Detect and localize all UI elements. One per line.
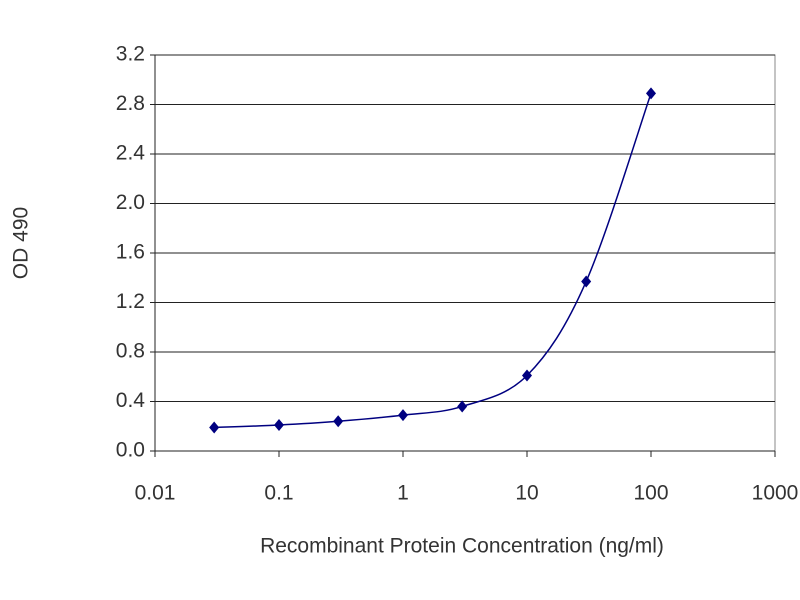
- data-point: [646, 87, 656, 100]
- x-tick-label: 1: [397, 482, 409, 505]
- y-tick-label: 0.0: [116, 439, 145, 462]
- y-axis-label: OD 490: [10, 207, 33, 279]
- y-tick-label: 1.6: [116, 241, 145, 264]
- y-tick-label: 3.2: [116, 43, 145, 66]
- data-point: [522, 369, 532, 382]
- data-point: [457, 400, 468, 413]
- data-point: [333, 415, 344, 428]
- x-tick-label: 1000: [752, 482, 799, 505]
- x-axis-label: Recombinant Protein Concentration (ng/ml…: [260, 535, 664, 558]
- x-tick-label: 100: [633, 482, 668, 505]
- y-tick-label: 1.2: [116, 290, 145, 313]
- y-tick-label: 2.8: [116, 92, 145, 115]
- data-point: [398, 409, 408, 422]
- x-tick-label: 0.01: [135, 482, 176, 505]
- x-tick-label: 0.1: [264, 482, 293, 505]
- y-tick-label: 2.4: [116, 142, 146, 165]
- y-tick-label: 0.8: [116, 340, 145, 363]
- y-tick-label: 2.0: [116, 191, 145, 214]
- y-tick-label: 0.4: [116, 389, 146, 412]
- data-point: [209, 421, 220, 434]
- x-tick-label: 10: [515, 482, 538, 505]
- data-point: [581, 275, 592, 288]
- data-point: [274, 419, 284, 432]
